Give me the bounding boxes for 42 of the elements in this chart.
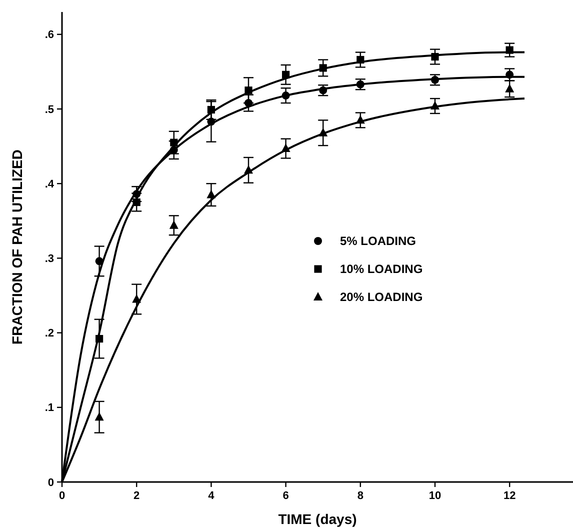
point bbox=[281, 144, 290, 152]
point bbox=[132, 294, 142, 303]
point bbox=[430, 101, 440, 110]
point bbox=[95, 257, 104, 266]
point bbox=[319, 64, 327, 72]
x-tick-label: 0 bbox=[58, 490, 66, 502]
legend-label: 5% LOADING bbox=[340, 234, 416, 248]
point bbox=[506, 46, 514, 54]
y-tick-label: .6 bbox=[44, 29, 54, 42]
y-tick-label: .2 bbox=[44, 328, 54, 340]
point bbox=[244, 86, 252, 94]
point bbox=[505, 84, 514, 92]
y-tick-label: .5 bbox=[44, 104, 54, 116]
point bbox=[132, 190, 141, 198]
y-tick-label: 0 bbox=[48, 476, 54, 489]
point bbox=[318, 128, 328, 136]
point bbox=[170, 146, 178, 154]
point bbox=[206, 190, 216, 198]
legend-label: 20% LOADING bbox=[340, 290, 423, 304]
x-tick-label: 2 bbox=[134, 490, 140, 502]
x-tick-label: 8 bbox=[357, 490, 364, 502]
point bbox=[169, 220, 178, 229]
point bbox=[94, 412, 104, 421]
point bbox=[244, 165, 253, 174]
x-tick-label: 10 bbox=[428, 490, 442, 502]
point bbox=[96, 334, 104, 343]
point bbox=[431, 52, 439, 61]
x-axis-title: TIME (days) bbox=[278, 511, 357, 527]
legend-label: 10% LOADING bbox=[340, 262, 423, 276]
y-tick-label: .1 bbox=[44, 402, 54, 414]
point bbox=[244, 99, 252, 108]
point bbox=[356, 56, 364, 64]
point bbox=[282, 70, 290, 78]
point bbox=[356, 115, 365, 124]
x-tick-label: 4 bbox=[208, 490, 216, 502]
y-tick-label: .4 bbox=[44, 178, 55, 190]
point bbox=[282, 92, 290, 100]
y-tick-label: .3 bbox=[44, 253, 54, 266]
point bbox=[207, 118, 216, 126]
x-tick-label: 12 bbox=[503, 490, 516, 502]
x-tick-label: 6 bbox=[282, 490, 289, 502]
y-axis-title: FRACTION OF PAH UTILIZED bbox=[9, 150, 25, 344]
